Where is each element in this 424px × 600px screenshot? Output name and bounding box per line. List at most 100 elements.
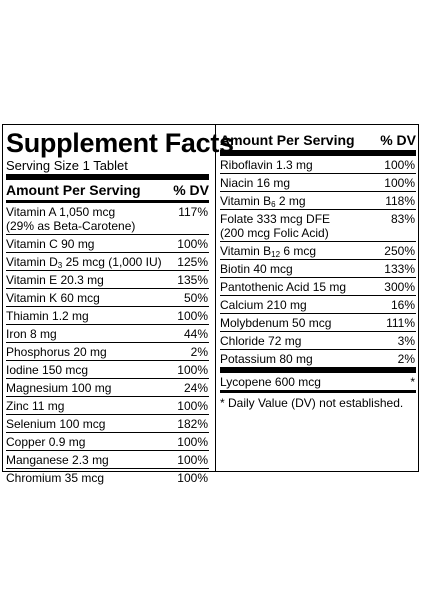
medium-rule bbox=[6, 200, 209, 203]
nutrient-name: Vitamin A 1,050 mcg (29% as Beta-Caroten… bbox=[6, 205, 136, 233]
nutrient-dv: 2% bbox=[190, 345, 208, 359]
nutrient-name: Riboflavin 1.3 mg bbox=[220, 158, 313, 172]
nutrient-name-part: 25 mcg (1,000 IU) bbox=[62, 255, 162, 269]
column-header: Amount Per Serving % DV bbox=[6, 180, 209, 200]
thick-rule bbox=[220, 367, 416, 373]
nutrient-name: Biotin 40 mcg bbox=[220, 262, 293, 276]
nutrient-name: Calcium 210 mg bbox=[220, 298, 307, 312]
nutrient-row: Niacin 16 mg 100% bbox=[220, 174, 416, 192]
nutrient-dv: 182% bbox=[177, 417, 208, 431]
nutrient-name: Iron 8 mg bbox=[6, 327, 57, 341]
nutrient-dv: 250% bbox=[384, 244, 415, 258]
nutrient-name: Lycopene 600 mcg bbox=[220, 375, 321, 389]
nutrient-name-part: Vitamin B bbox=[220, 194, 272, 208]
nutrient-dv: 300% bbox=[384, 280, 415, 294]
nutrient-dv: 100% bbox=[177, 363, 208, 377]
dv-label: % DV bbox=[173, 182, 209, 198]
nutrient-name-subscript: 6 bbox=[271, 200, 276, 209]
nutrient-row: Thiamin 1.2 mg 100% bbox=[6, 307, 209, 325]
nutrient-name: Magnesium 100 mg bbox=[6, 381, 112, 395]
nutrient-row: Zinc 11 mg 100% bbox=[6, 397, 209, 415]
nutrient-name-part: 6 mcg bbox=[280, 244, 317, 258]
nutrient-dv: 3% bbox=[397, 334, 415, 348]
nutrient-dv: 44% bbox=[183, 327, 208, 341]
nutrient-dv: 100% bbox=[177, 453, 208, 467]
nutrient-row: Pantothenic Acid 15 mg 300% bbox=[220, 278, 416, 296]
nutrient-dv: 100% bbox=[177, 399, 208, 413]
nutrient-dv: 100% bbox=[177, 435, 208, 449]
nutrient-list: Riboflavin 1.3 mg 100% Niacin 16 mg 100% Vit… bbox=[220, 156, 416, 367]
nutrient-name: Vitamin B6 2 mg bbox=[220, 194, 306, 209]
nutrient-name-part: Vitamin D bbox=[6, 255, 58, 269]
nutrient-row: Vitamin K 60 mcg 50% bbox=[6, 289, 209, 307]
nutrient-name: Chromium 35 mcg bbox=[6, 471, 105, 485]
nutrient-name: Molybdenum 50 mcg bbox=[220, 316, 332, 330]
right-column: Amount Per Serving % DV Riboflavin 1.3 m… bbox=[220, 124, 416, 410]
left-column: Supplement Facts Serving Size 1 Tablet A… bbox=[6, 124, 234, 486]
nutrient-name: Potassium 80 mg bbox=[220, 352, 313, 366]
nutrient-name: Vitamin C 90 mg bbox=[6, 237, 95, 251]
nutrient-row: Magnesium 100 mg 24% bbox=[6, 379, 209, 397]
nutrient-row: Molybdenum 50 mcg 111% bbox=[220, 314, 416, 332]
medium-rule bbox=[220, 390, 416, 393]
nutrient-name: Vitamin K 60 mcg bbox=[6, 291, 100, 305]
nutrient-row: Iron 8 mg 44% bbox=[6, 325, 209, 343]
nutrient-name: Pantothenic Acid 15 mg bbox=[220, 280, 347, 294]
nutrient-row: Chromium 35 mcg 100% bbox=[6, 469, 209, 486]
thick-rule bbox=[220, 150, 416, 156]
nutrient-name: Selenium 100 mcg bbox=[6, 417, 106, 431]
nutrient-name: Chloride 72 mg bbox=[220, 334, 302, 348]
nutrient-dv: 118% bbox=[385, 194, 415, 208]
nutrient-name: Manganese 2.3 mg bbox=[6, 453, 109, 467]
nutrient-row: Selenium 100 mcg 182% bbox=[6, 415, 209, 433]
nutrient-row: Iodine 150 mcg 100% bbox=[6, 361, 209, 379]
nutrient-name-part: 2 mg bbox=[275, 194, 306, 208]
nutrient-dv: 125% bbox=[177, 255, 208, 269]
nutrient-row: Phosphorus 20 mg 2% bbox=[6, 343, 209, 361]
nutrient-name: Vitamin D3 25 mcg (1,000 IU) bbox=[6, 255, 162, 270]
nutrient-dv: 133% bbox=[384, 262, 415, 276]
nutrient-row: Chloride 72 mg 3% bbox=[220, 332, 416, 350]
nutrient-row: Biotin 40 mcg 133% bbox=[220, 260, 416, 278]
nutrient-name-subscript: 3 bbox=[57, 261, 63, 270]
nutrient-row: Vitamin E 20.3 mg 135% bbox=[6, 271, 209, 289]
nutrient-dv: 135% bbox=[177, 273, 208, 287]
nutrient-row: Folate 333 mcg DFE (200 mcg Folic Acid) 8… bbox=[220, 210, 416, 242]
nutrient-dv: 111% bbox=[386, 316, 415, 330]
nutrient-name: Thiamin 1.2 mg bbox=[6, 309, 89, 323]
nutrient-name: Folate 333 mcg DFE (200 mcg Folic Acid) bbox=[220, 212, 331, 240]
nutrient-dv: 2% bbox=[397, 352, 415, 366]
nutrient-row: Vitamin C 90 mg 100% bbox=[6, 235, 209, 253]
nutrient-row: Calcium 210 mg 16% bbox=[220, 296, 416, 314]
nutrient-name: Iodine 150 mcg bbox=[6, 363, 89, 377]
nutrient-dv: 83% bbox=[390, 212, 415, 226]
nutrient-dv: * bbox=[410, 375, 415, 389]
dv-label: % DV bbox=[380, 132, 416, 148]
supplement-facts-frame bbox=[2, 124, 419, 472]
nutrient-row: Vitamin D3 25 mcg (1,000 IU) 125% bbox=[6, 253, 209, 271]
column-divider bbox=[215, 124, 216, 472]
nutrient-name-subscript: 12 bbox=[271, 250, 281, 259]
footnote: * Daily Value (DV) not established. bbox=[220, 396, 404, 410]
nutrient-dv: 117% bbox=[178, 205, 208, 219]
nutrient-name: Niacin 16 mg bbox=[220, 176, 291, 190]
amount-per-serving-label: Amount Per Serving bbox=[220, 132, 355, 148]
nutrient-dv: 50% bbox=[183, 291, 208, 305]
nutrient-name: Vitamin E 20.3 mg bbox=[6, 273, 104, 287]
nutrient-row: Potassium 80 mg 2% bbox=[220, 350, 416, 367]
nutrient-row: Lycopene 600 mcg * bbox=[220, 373, 416, 390]
nutrient-name: Copper 0.9 mg bbox=[6, 435, 86, 449]
nutrient-dv: 100% bbox=[384, 158, 415, 172]
nutrient-name: Vitamin B12 6 mcg bbox=[220, 244, 317, 259]
nutrient-dv: 100% bbox=[384, 176, 415, 190]
nutrient-row: Vitamin A 1,050 mcg (29% as Beta-Caroten… bbox=[6, 203, 209, 235]
thick-rule bbox=[6, 174, 209, 180]
nutrient-dv: 100% bbox=[177, 471, 208, 485]
column-header: Amount Per Serving % DV bbox=[220, 130, 416, 150]
panel-title: Supplement Facts bbox=[6, 128, 234, 158]
nutrient-row: Copper 0.9 mg 100% bbox=[6, 433, 209, 451]
nutrient-row: Riboflavin 1.3 mg 100% bbox=[220, 156, 416, 174]
nutrient-list: Vitamin A 1,050 mcg (29% as Beta-Caroten… bbox=[6, 203, 209, 486]
amount-per-serving-label: Amount Per Serving bbox=[6, 182, 141, 198]
nutrient-dv: 16% bbox=[390, 298, 415, 312]
